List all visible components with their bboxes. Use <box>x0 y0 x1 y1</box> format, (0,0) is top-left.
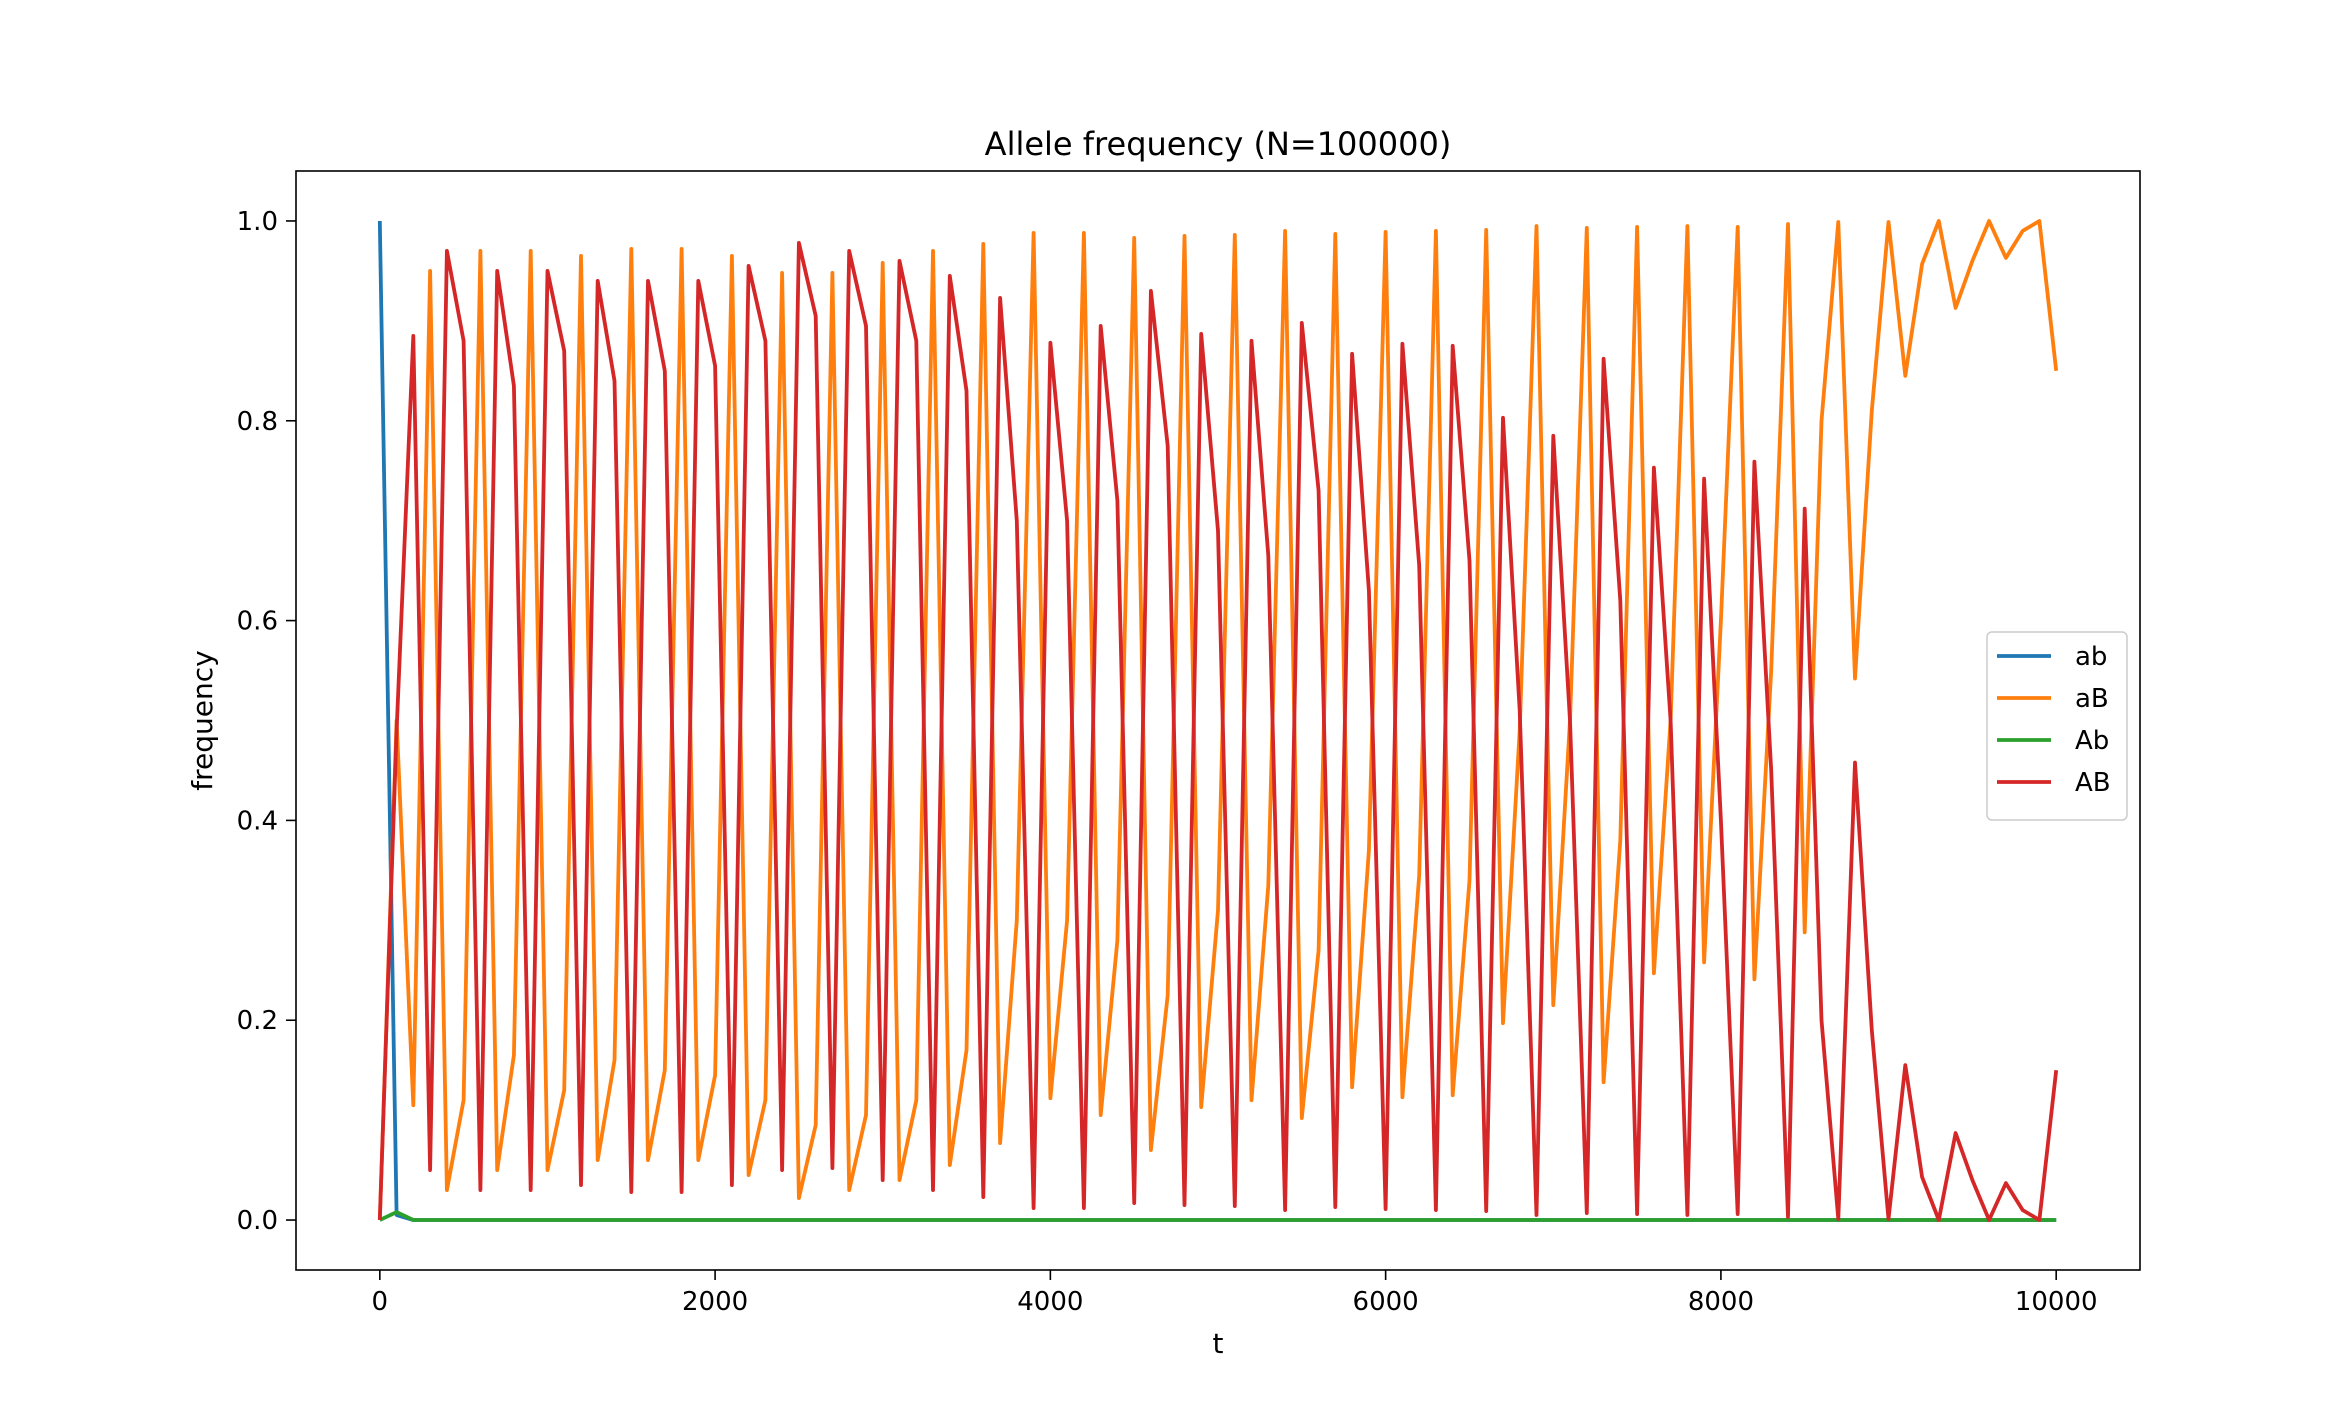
y-tick-label: 1.0 <box>237 207 278 237</box>
legend-label: ab <box>2075 642 2107 672</box>
series-line-AB <box>377 240 2059 1222</box>
legend: ab aB Ab AB <box>1986 631 2128 821</box>
y-tick-label: 0.0 <box>237 1206 278 1236</box>
y-tick-label: 0.4 <box>237 806 278 836</box>
series-layer <box>377 219 2059 1222</box>
series-line-Ab <box>378 1210 2057 1222</box>
x-tick-label: 4000 <box>1017 1287 1083 1317</box>
x-tick-label: 10000 <box>2015 1287 2098 1317</box>
y-axis-label: frequency <box>186 650 219 790</box>
series-line-aB <box>377 219 2059 1221</box>
y-axis: 0.0 0.2 0.4 0.6 0.8 1.0 <box>237 207 296 1236</box>
legend-label: aB <box>2075 684 2109 714</box>
axes-frame <box>295 170 2141 1271</box>
legend-frame <box>1986 631 2128 821</box>
x-tick-label: 0 <box>372 1287 389 1317</box>
y-tick-label: 0.8 <box>237 407 278 437</box>
legend-label: Ab <box>2075 726 2109 756</box>
x-axis-label: t <box>1213 1327 1224 1360</box>
x-tick-label: 2000 <box>682 1287 748 1317</box>
y-tick-label: 0.6 <box>237 607 278 637</box>
x-tick-label: 6000 <box>1353 1287 1419 1317</box>
x-axis: 0 2000 4000 6000 8000 10000 <box>372 1270 2098 1317</box>
chart-title: Allele frequency (N=100000) <box>985 125 1452 163</box>
y-tick-label: 0.2 <box>237 1006 278 1036</box>
legend-label: AB <box>2075 768 2111 798</box>
x-tick-label: 8000 <box>1688 1287 1754 1317</box>
